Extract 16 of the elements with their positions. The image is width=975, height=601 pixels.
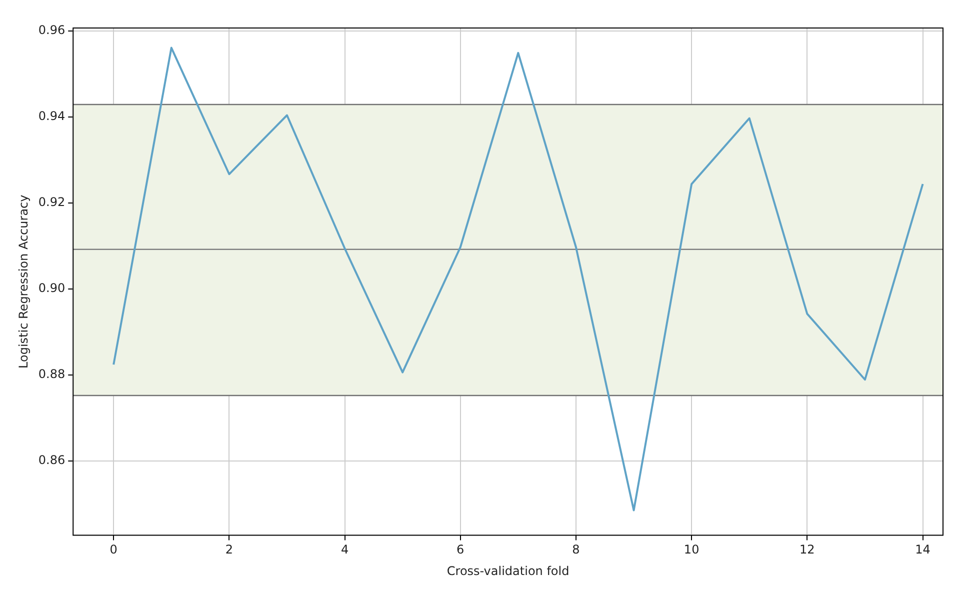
x-tick-label: 8	[572, 542, 580, 557]
y-tick-label: 0.92	[38, 195, 66, 210]
x-tick-label: 12	[800, 542, 815, 557]
x-tick-label: 0	[110, 542, 118, 557]
y-tick-label: 0.88	[38, 367, 66, 381]
y-tick-label: 0.90	[38, 281, 66, 296]
x-tick-label: 10	[684, 542, 700, 557]
y-tick-label: 0.94	[38, 109, 66, 124]
x-axis-title: Cross-validation fold	[446, 564, 570, 578]
y-axis-title: Logistic Regression Accuracy	[16, 194, 30, 368]
x-tick-label: 6	[456, 542, 464, 557]
x-tick-label: 2	[225, 542, 233, 557]
x-tick-label: 14	[915, 542, 930, 557]
y-tick-label: 0.96	[38, 23, 66, 38]
y-tick-label: 0.86	[38, 452, 66, 467]
x-tick-label: 4	[340, 542, 349, 557]
